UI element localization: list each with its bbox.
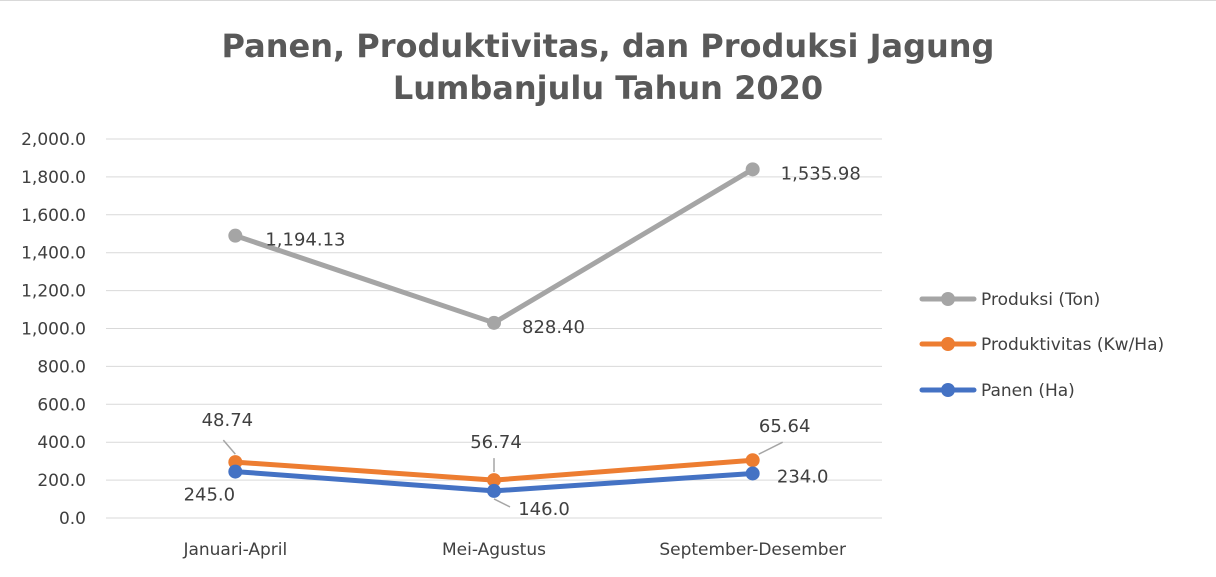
x-axis-ticks: Januari-April Mei-Agustus September-Desemb… — [182, 540, 846, 560]
data-label-leaders — [222, 439, 784, 508]
data-label: 245.0 — [184, 485, 236, 506]
legend-label: Produksi (Ton) — [981, 290, 1100, 310]
y-tick-label: 600.0 — [37, 395, 86, 415]
y-tick-label: 200.0 — [37, 471, 86, 491]
label-leader-line — [758, 441, 784, 455]
legend: Produksi (Ton) Produktivitas (Kw/Ha) Panen… — [919, 290, 1164, 401]
data-label: 1,194.13 — [265, 230, 345, 251]
legend-label: Panen (Ha) — [981, 381, 1075, 401]
chart-title-line-1: Panen, Produktivitas, dan Produksi Jagun… — [222, 27, 995, 65]
data-point — [487, 473, 501, 488]
data-label: 828.40 — [522, 317, 585, 338]
data-label: 65.64 — [759, 416, 811, 437]
legend-swatch-marker — [941, 383, 955, 397]
data-point — [228, 228, 243, 243]
data-label: 56.74 — [470, 432, 522, 453]
y-tick-label: 1,200.0 — [21, 282, 86, 302]
x-tick-label: September-Desember — [659, 540, 846, 560]
data-point — [487, 483, 501, 498]
data-label: 1,535.98 — [781, 163, 861, 184]
data-point — [487, 315, 501, 330]
data-point — [745, 162, 760, 177]
data-point — [745, 453, 760, 468]
chart-title-line-2: Lumbanjulu Tahun 2020 — [393, 69, 823, 107]
chart-title: Panen, Produktivitas, dan Produksi Jagun… — [222, 27, 995, 107]
x-tick-label: Mei-Agustus — [442, 540, 546, 560]
y-tick-label: 1,400.0 — [21, 244, 86, 264]
data-labels: 1,194.13 828.40 1,535.98 48.74 56.74 65.64 245… — [184, 163, 861, 520]
y-axis-ticks: 0.0 200.0 400.0 600.0 800.0 1,000.0 1,200.0 1,4… — [21, 130, 86, 529]
y-tick-label: 0.0 — [59, 509, 86, 529]
legend-label: Produktivitas (Kw/Ha) — [981, 335, 1164, 355]
data-label: 48.74 — [202, 410, 254, 431]
x-tick-label: Januari-April — [182, 540, 287, 560]
y-tick-label: 2,000.0 — [21, 130, 86, 150]
label-leader-line — [493, 498, 511, 508]
data-point — [228, 464, 243, 479]
y-tick-label: 1,800.0 — [21, 168, 86, 188]
y-tick-label: 1,600.0 — [21, 206, 86, 226]
legend-swatch-marker — [941, 337, 955, 351]
label-leader-line — [222, 439, 236, 455]
y-tick-label: 400.0 — [37, 433, 86, 453]
series-lines — [228, 162, 760, 498]
y-tick-label: 1,000.0 — [21, 320, 86, 340]
data-point — [745, 466, 760, 481]
data-label: 146.0 — [518, 499, 570, 520]
y-tick-label: 800.0 — [37, 357, 86, 377]
data-label: 234.0 — [777, 466, 829, 487]
legend-swatch-marker — [941, 292, 955, 306]
